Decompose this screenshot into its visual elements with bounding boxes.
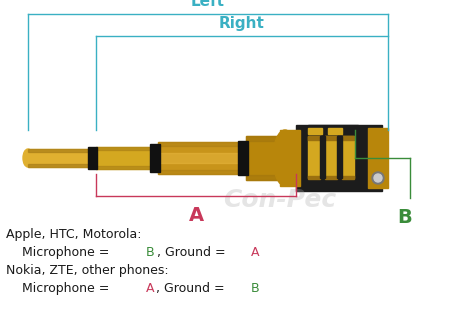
- Bar: [238, 141, 248, 175]
- Text: Con-Pec: Con-Pec: [223, 188, 337, 212]
- Bar: [342, 136, 354, 178]
- Ellipse shape: [23, 149, 33, 167]
- Bar: [308, 125, 358, 133]
- Bar: [158, 142, 240, 174]
- Text: A: A: [146, 282, 154, 295]
- Bar: [246, 136, 290, 180]
- Bar: [96, 166, 152, 169]
- Bar: [28, 149, 90, 152]
- Bar: [296, 125, 382, 191]
- Text: Nokia, ZTE, other phones:: Nokia, ZTE, other phones:: [6, 264, 169, 277]
- Text: B: B: [146, 246, 154, 259]
- Bar: [158, 170, 240, 174]
- Bar: [368, 128, 388, 188]
- Bar: [158, 142, 240, 146]
- Bar: [246, 175, 290, 180]
- Bar: [308, 128, 322, 134]
- Bar: [96, 147, 152, 169]
- Bar: [342, 176, 354, 179]
- Bar: [158, 153, 240, 163]
- Text: A: A: [251, 246, 259, 259]
- Ellipse shape: [372, 172, 384, 184]
- Bar: [328, 128, 342, 134]
- Text: , Ground =: , Ground =: [156, 282, 229, 295]
- Bar: [308, 136, 320, 140]
- Text: Microphone =: Microphone =: [6, 282, 113, 295]
- Bar: [308, 136, 320, 178]
- Bar: [96, 147, 152, 150]
- Bar: [320, 136, 325, 178]
- Text: Left: Left: [191, 0, 225, 9]
- Text: B: B: [398, 208, 412, 227]
- Bar: [88, 147, 97, 169]
- Text: , Ground =: , Ground =: [156, 246, 229, 259]
- Bar: [28, 164, 90, 167]
- Bar: [308, 176, 320, 179]
- Text: Apple, HTC, Motorola:: Apple, HTC, Motorola:: [6, 228, 142, 241]
- Bar: [280, 130, 300, 186]
- Ellipse shape: [374, 174, 382, 182]
- Bar: [28, 149, 90, 167]
- Text: A: A: [189, 206, 203, 225]
- Bar: [325, 136, 337, 178]
- Bar: [246, 136, 290, 141]
- Bar: [342, 136, 354, 140]
- Bar: [150, 144, 160, 172]
- Text: B: B: [251, 282, 259, 295]
- Text: Microphone =: Microphone =: [6, 246, 113, 259]
- Bar: [325, 136, 337, 140]
- Bar: [325, 176, 337, 179]
- Text: Right: Right: [219, 16, 265, 31]
- Bar: [337, 136, 342, 178]
- Ellipse shape: [273, 130, 297, 186]
